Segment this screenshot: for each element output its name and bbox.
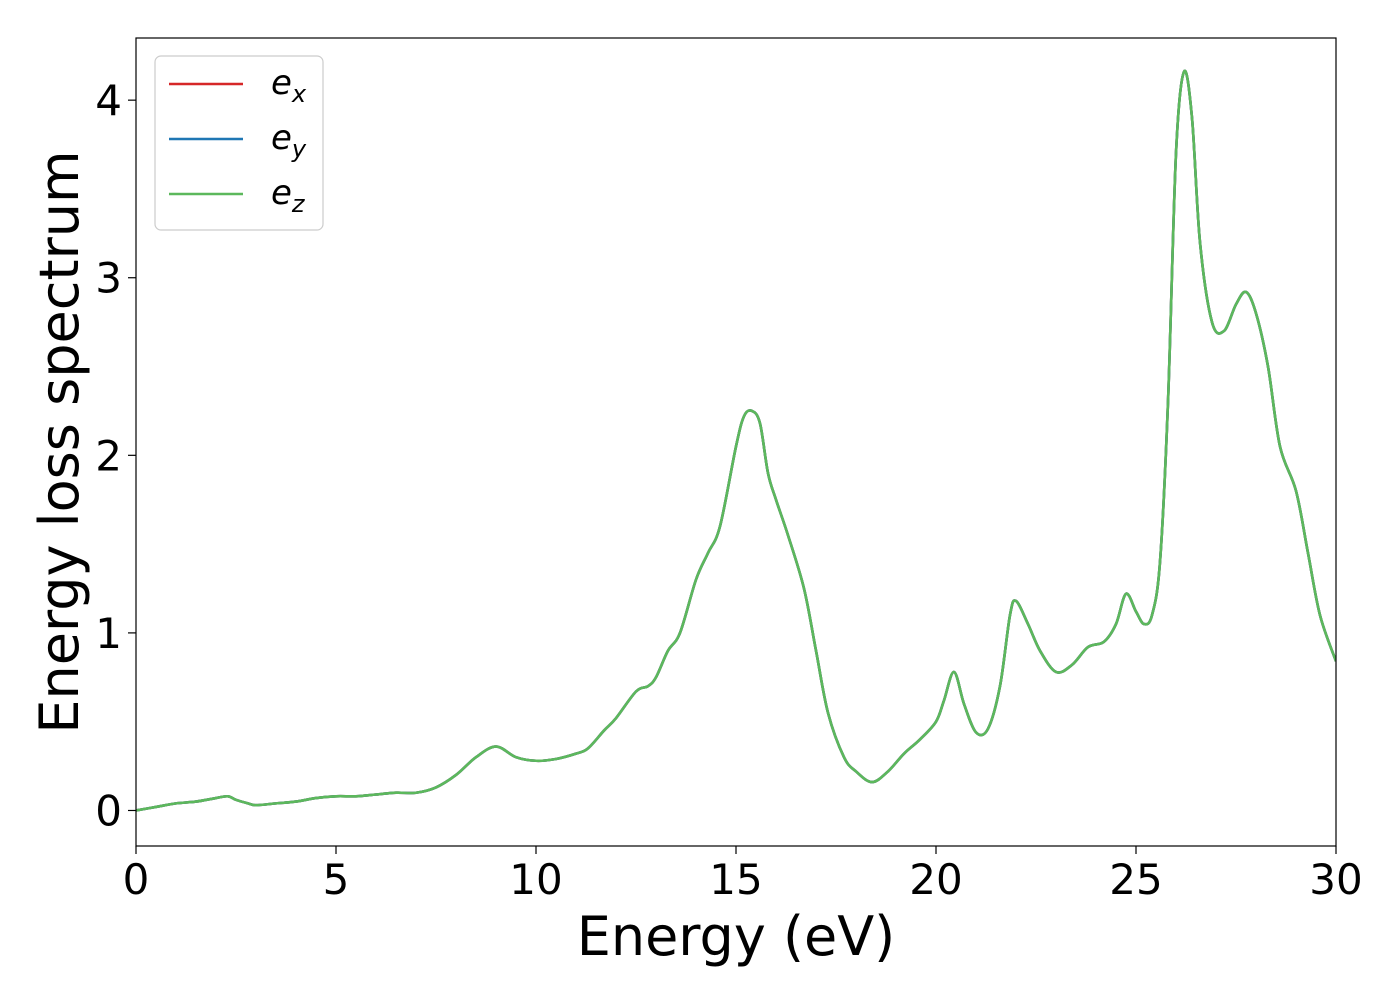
x-tick-label: 0: [123, 855, 150, 904]
y-tick-label: 3: [95, 254, 122, 303]
x-axis-ticks: 0 5 10 15 20 25 30: [123, 846, 1363, 904]
y-tick-label: 0: [95, 786, 122, 835]
series-layer: [136, 69, 1336, 812]
y-axis-label: Energy loss spectrum: [28, 150, 91, 733]
legend-label: ex: [271, 63, 307, 108]
x-tick-label: 25: [1109, 855, 1162, 904]
x-tick-label: 10: [509, 855, 562, 904]
y-tick-label: 1: [95, 609, 122, 658]
legend-box: [154, 55, 324, 231]
x-tick-label: 30: [1309, 855, 1362, 904]
y-tick-label: 2: [95, 431, 122, 480]
legend-label: ez: [271, 173, 306, 218]
y-tick-label: 4: [95, 76, 122, 125]
x-tick-label: 20: [909, 855, 962, 904]
x-tick-label: 5: [323, 855, 350, 904]
series-ez-line: [136, 69, 1336, 812]
legend-label: ey: [271, 118, 307, 163]
y-axis-ticks: 0 1 2 3 4: [95, 76, 136, 835]
legend: ex ey ez: [154, 55, 324, 231]
x-axis-label: Energy (eV): [577, 905, 896, 968]
x-tick-label: 15: [709, 855, 762, 904]
